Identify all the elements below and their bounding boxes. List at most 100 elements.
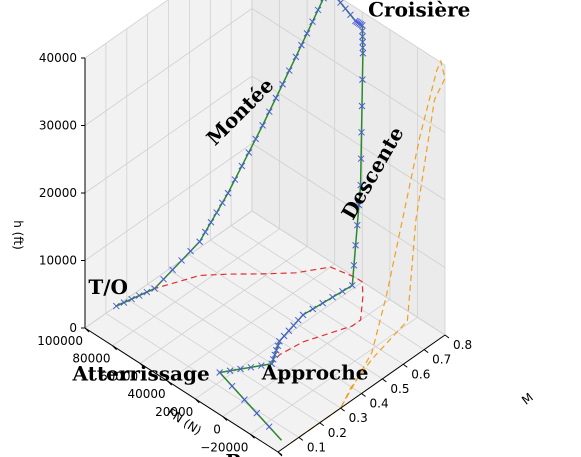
x-axis-line — [84, 327, 279, 453]
trajectory-marker — [339, 287, 346, 295]
trajectory-marker — [247, 363, 255, 371]
chart-trajectory — [112, 0, 367, 441]
marker-stroke — [359, 49, 367, 57]
trajectory-marker — [169, 266, 176, 274]
x-tick-label: −20000 — [200, 440, 248, 454]
trajectory-marker — [359, 76, 366, 83]
marker-stroke — [358, 128, 365, 136]
y-tick-mark — [298, 436, 304, 441]
x-tick-mark — [84, 327, 90, 333]
trajectory-marker — [355, 201, 363, 209]
trajectory-marker — [309, 18, 316, 26]
marker-stroke — [238, 162, 246, 170]
y-tick-label: 0.7 — [432, 353, 451, 367]
z-tick-label: 30000 — [39, 119, 77, 133]
y-tick-mark — [340, 407, 345, 412]
marker-stroke — [352, 241, 359, 249]
z-tick-label: 10000 — [39, 254, 77, 268]
trajectory-marker — [358, 102, 366, 110]
trajectory-marker — [265, 108, 273, 116]
marker-stroke — [253, 409, 261, 417]
trajectory-marker — [359, 38, 366, 46]
trajectory-marker — [320, 0, 327, 2]
marker-stroke — [298, 41, 305, 49]
marker-stroke — [337, 0, 344, 6]
trajectory-marker — [272, 346, 280, 354]
marker-stroke — [231, 176, 239, 183]
marker-stroke — [135, 292, 143, 299]
marker-stroke — [355, 201, 363, 209]
y-tick-label: 0.5 — [390, 382, 409, 396]
trajectory-marker — [143, 288, 151, 296]
marker-stroke — [324, 0, 327, 2]
marker-stroke — [358, 22, 366, 29]
marker-stroke — [359, 27, 366, 35]
phase-label: T/O — [88, 275, 128, 299]
trajectory-marker — [272, 94, 280, 102]
trajectory-marker — [268, 360, 276, 368]
trajectory-marker — [245, 149, 253, 156]
marker-stroke — [272, 346, 280, 354]
marker-stroke — [359, 33, 366, 40]
trajectory-marker — [357, 181, 364, 189]
grid-line-h — [84, 75, 446, 201]
marker-stroke — [269, 355, 277, 363]
marker-stroke — [241, 396, 248, 403]
trajectory-marker — [314, 6, 322, 14]
y-tick-label: 0.3 — [349, 411, 368, 425]
marker-stroke — [143, 288, 151, 296]
y-tick-mark — [319, 422, 325, 427]
x-tick-label: 60000 — [100, 369, 138, 383]
marker-stroke — [329, 293, 336, 301]
trajectory-marker — [218, 199, 226, 207]
back-wall-pane — [252, 0, 445, 335]
marker-stroke — [319, 299, 327, 307]
marker-stroke — [353, 221, 361, 229]
z-axis-label: h (ft) — [11, 220, 25, 250]
y-tick-label: 0.8 — [453, 338, 472, 352]
trajectory-marker — [357, 155, 365, 163]
marker-stroke — [112, 302, 120, 310]
marker-stroke — [187, 247, 194, 255]
trajectory-marker — [187, 247, 194, 255]
grid-line-h — [84, 143, 446, 268]
marker-stroke — [271, 351, 279, 359]
y-tick-mark — [423, 349, 429, 354]
y-tick-mark — [382, 378, 387, 383]
trajectory-marker — [358, 128, 365, 136]
marker-stroke — [237, 365, 244, 373]
marker-stroke — [218, 199, 226, 207]
marker-stroke — [357, 181, 364, 189]
trajectory-marker — [226, 367, 234, 375]
y-axis-label: M — [519, 390, 536, 407]
trajectory-marker — [252, 135, 260, 143]
trajectory-marker — [348, 282, 356, 289]
marker-stroke — [257, 362, 265, 369]
trajectory-marker — [298, 41, 305, 49]
trajectory-marker — [216, 369, 224, 376]
trajectory-marker — [309, 305, 317, 313]
x-tick-label: 40000 — [128, 387, 166, 401]
trajectory-marker — [213, 209, 221, 216]
trajectory-marker — [253, 409, 261, 417]
trajectory-marker — [238, 162, 246, 170]
trajectory-marker — [359, 27, 366, 35]
marker-stroke — [265, 108, 273, 116]
trajectory-marker — [359, 44, 367, 52]
marker-stroke — [216, 369, 224, 376]
y-tick-mark — [402, 363, 408, 368]
trajectory-marker — [358, 22, 366, 29]
marker-stroke — [224, 189, 232, 197]
y-tick-label: 0.6 — [411, 367, 430, 381]
marker-stroke — [207, 218, 215, 226]
trajectory-marker — [274, 342, 282, 350]
marker-stroke — [359, 44, 367, 52]
x-tick-label: 100000 — [37, 334, 83, 348]
marker-stroke — [213, 209, 221, 216]
marker-stroke — [276, 337, 283, 345]
trajectory-marker — [319, 299, 327, 307]
trajectory-marker — [292, 53, 300, 61]
x-tick-mark — [194, 398, 200, 404]
